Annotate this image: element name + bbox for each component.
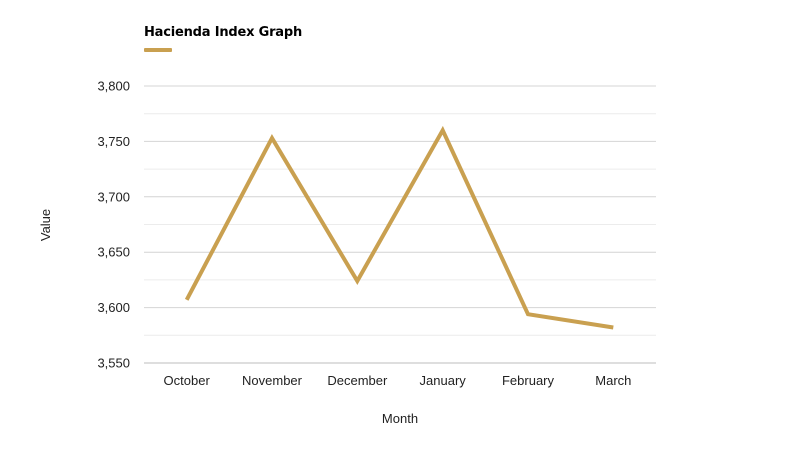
y-tick-label: 3,800 bbox=[97, 79, 130, 94]
x-tick-label: February bbox=[502, 373, 555, 388]
y-tick-label: 3,700 bbox=[97, 189, 130, 204]
legend-swatch bbox=[144, 48, 172, 52]
series-lines bbox=[184, 125, 614, 330]
y-tick-label: 3,550 bbox=[97, 356, 130, 371]
x-tick-label: January bbox=[420, 373, 467, 388]
x-tick-label: December bbox=[327, 373, 388, 388]
y-axis-title: Value bbox=[38, 209, 53, 241]
legend-label: Hacienda Index Graph bbox=[144, 25, 303, 40]
x-tick-label: November bbox=[242, 373, 303, 388]
x-axis-ticks: October November December January February Ma… bbox=[164, 373, 632, 388]
gridlines bbox=[144, 85, 656, 364]
y-tick-label: 3,750 bbox=[97, 134, 130, 149]
x-tick-label: October bbox=[164, 373, 211, 388]
y-tick-label: 3,650 bbox=[97, 245, 130, 260]
y-tick-label: 3,600 bbox=[97, 300, 130, 315]
x-axis-title: Month bbox=[382, 411, 418, 426]
chart-legend: Hacienda Index Graph bbox=[144, 25, 302, 52]
y-axis-ticks: 3,550 3,600 3,650 3,700 3,750 3,800 bbox=[97, 79, 130, 371]
series-line bbox=[184, 125, 614, 330]
x-tick-label: March bbox=[595, 373, 631, 388]
